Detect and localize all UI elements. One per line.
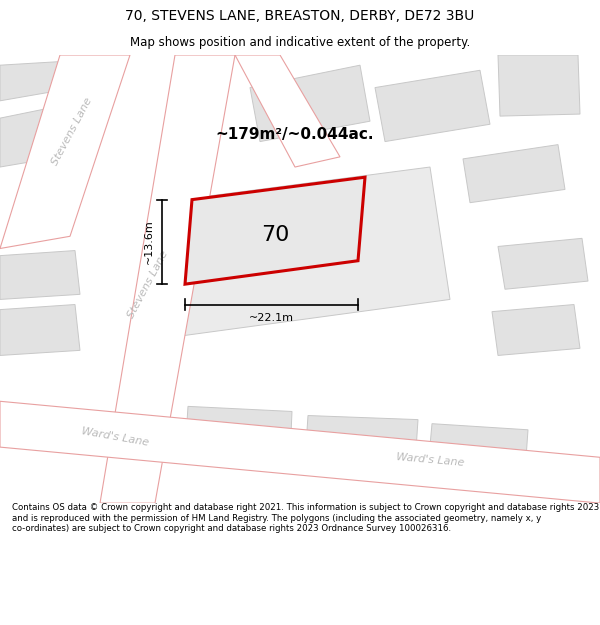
- Text: Stevens Lane: Stevens Lane: [126, 249, 170, 319]
- Polygon shape: [0, 55, 130, 249]
- Text: 70: 70: [261, 225, 289, 245]
- Polygon shape: [185, 406, 292, 458]
- Text: Map shows position and indicative extent of the property.: Map shows position and indicative extent…: [130, 36, 470, 49]
- Text: ~179m²/~0.044ac.: ~179m²/~0.044ac.: [216, 127, 374, 142]
- Polygon shape: [428, 424, 528, 472]
- Polygon shape: [463, 144, 565, 202]
- Polygon shape: [0, 101, 90, 167]
- Polygon shape: [100, 55, 235, 503]
- Text: Stevens Lane: Stevens Lane: [50, 96, 94, 167]
- Text: Contains OS data © Crown copyright and database right 2021. This information is : Contains OS data © Crown copyright and d…: [12, 503, 599, 533]
- Polygon shape: [498, 238, 588, 289]
- Polygon shape: [492, 304, 580, 356]
- Text: 70, STEVENS LANE, BREASTON, DERBY, DE72 3BU: 70, STEVENS LANE, BREASTON, DERBY, DE72 …: [125, 9, 475, 24]
- Polygon shape: [0, 251, 80, 299]
- Text: ~22.1m: ~22.1m: [249, 312, 294, 322]
- Polygon shape: [0, 60, 88, 101]
- Polygon shape: [158, 167, 450, 338]
- Polygon shape: [498, 55, 580, 116]
- Polygon shape: [375, 70, 490, 142]
- Polygon shape: [0, 401, 600, 503]
- Polygon shape: [250, 65, 370, 142]
- Text: Ward's Lane: Ward's Lane: [80, 426, 149, 448]
- Polygon shape: [185, 177, 365, 284]
- Text: ~13.6m: ~13.6m: [144, 219, 154, 264]
- Polygon shape: [305, 416, 418, 466]
- Polygon shape: [0, 304, 80, 356]
- Text: Ward's Lane: Ward's Lane: [395, 452, 464, 468]
- Polygon shape: [235, 55, 340, 167]
